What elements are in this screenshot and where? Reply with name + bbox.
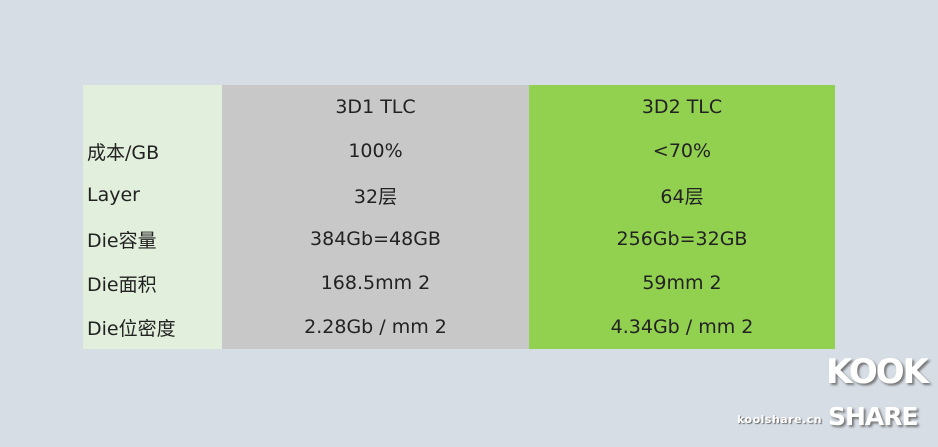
cell-3d2-die-capacity: 256Gb=32GB <box>529 217 835 261</box>
header-3d1-tlc: 3D1 TLC <box>222 85 529 129</box>
comparison-table: 3D1 TLC 3D2 TLC 成本/GB 100% <70% Layer 32… <box>83 85 835 349</box>
cell-3d1-die-area: 168.5mm 2 <box>222 261 529 305</box>
row-label-die-area: Die面积 <box>83 261 222 305</box>
row-label-cost: 成本/GB <box>83 129 222 173</box>
cell-3d2-bit-density: 4.34Gb / mm 2 <box>529 305 835 349</box>
watermark-site: koolshare.cn <box>737 413 823 426</box>
row-label-layer: Layer <box>83 173 222 217</box>
cell-3d2-die-area: 59mm 2 <box>529 261 835 305</box>
cell-3d2-layer: 64层 <box>529 173 835 217</box>
cell-3d1-cost: 100% <box>222 129 529 173</box>
cell-3d1-layer: 32层 <box>222 173 529 217</box>
row-label-bit-density: Die位密度 <box>83 305 222 349</box>
cell-3d1-die-capacity: 384Gb=48GB <box>222 217 529 261</box>
header-cell-empty <box>83 85 222 129</box>
cell-3d2-cost: <70% <box>529 129 835 173</box>
cell-3d1-bit-density: 2.28Gb / mm 2 <box>222 305 529 349</box>
header-3d2-tlc: 3D2 TLC <box>529 85 835 129</box>
logo-top-text: KOOK <box>826 352 929 392</box>
logo-bottom-text: SHARE <box>828 402 919 431</box>
row-label-die-capacity: Die容量 <box>83 217 222 261</box>
